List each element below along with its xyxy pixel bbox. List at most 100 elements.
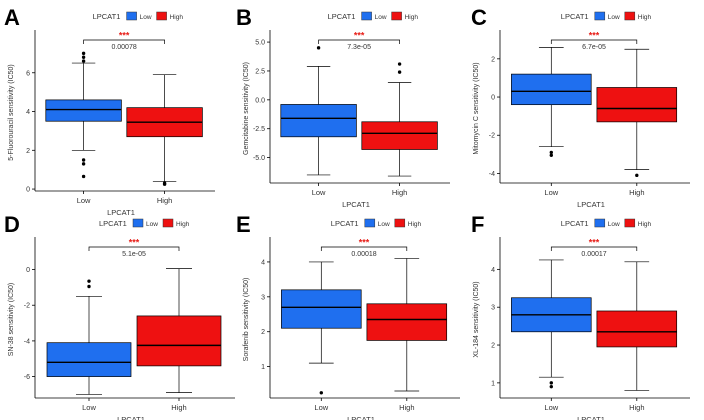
box-iqr <box>46 342 132 377</box>
legend-label-low: Low <box>140 14 152 21</box>
outlier-point <box>87 279 91 283</box>
y-tick-label: 2 <box>491 343 495 350</box>
outlier-point <box>635 173 639 178</box>
p-value: 6.7e-05 <box>582 44 606 51</box>
y-tick-label: 2 <box>491 56 495 63</box>
legend-label-high: High <box>170 14 184 21</box>
x-axis-label: LPCAT1 <box>347 415 375 420</box>
box-iqr <box>136 315 222 367</box>
outlier-point <box>162 182 167 186</box>
outlier-point <box>316 46 321 50</box>
box-high <box>366 258 448 392</box>
legend: LPCAT1 Low High <box>561 218 652 228</box>
legend-swatch-low <box>126 11 137 21</box>
panel-b: B LPCAT1 Low High -5.0 -2.5 0.0 2.5 5.0 Gemcitabi… <box>236 5 450 209</box>
outlier-point <box>397 70 402 74</box>
panel-label: F <box>471 212 484 237</box>
x-tick-label-low: Low <box>314 403 328 412</box>
legend-swatch-high <box>156 11 167 21</box>
legend-title: LPCAT1 <box>561 12 589 21</box>
outlier-point <box>549 384 553 389</box>
x-axis-label: LPCAT1 <box>342 200 370 209</box>
legend-label-high: High <box>176 221 190 228</box>
outlier-point <box>81 55 86 59</box>
outlier-point <box>81 59 86 63</box>
x-axis-label: LPCAT1 <box>577 415 605 420</box>
y-tick-label: -2.5 <box>253 126 265 133</box>
legend-label-high: High <box>638 221 652 228</box>
outlier-point <box>549 153 553 158</box>
legend-swatch-low <box>132 218 144 228</box>
box-iqr <box>596 87 678 123</box>
box-iqr <box>366 303 448 341</box>
significance-bracket <box>88 246 180 251</box>
legend: LPCAT1 Low High <box>99 218 190 228</box>
outlier-point <box>81 51 86 56</box>
legend: LPCAT1 Low High <box>331 218 422 228</box>
box-iqr <box>596 310 678 348</box>
outlier-point <box>81 162 86 166</box>
significance-stars: *** <box>589 238 600 248</box>
y-tick-label: -6 <box>24 374 30 381</box>
panel-label: D <box>4 212 20 237</box>
y-tick-label: -2 <box>24 303 30 310</box>
significance-bracket <box>318 39 400 44</box>
panel-d: D LPCAT1 Low High -6 -4 -2 0 SN-38 sensitivity (… <box>4 212 235 420</box>
legend-title: LPCAT1 <box>93 12 121 21</box>
x-axis-label: LPCAT1 <box>117 415 145 420</box>
y-tick-label: -2 <box>489 133 495 140</box>
outlier-point <box>319 391 323 395</box>
legend-label-low: Low <box>608 221 620 228</box>
box-high <box>361 62 438 177</box>
box-iqr <box>280 104 357 138</box>
y-tick-label: 2 <box>261 329 265 336</box>
box-low <box>46 279 132 395</box>
y-tick-label: 4 <box>26 109 30 116</box>
significance-bracket <box>550 39 638 44</box>
p-value: 0.00018 <box>351 251 376 258</box>
legend: LPCAT1 Low High <box>561 11 652 21</box>
legend-title: LPCAT1 <box>561 219 589 228</box>
box-iqr <box>281 289 362 329</box>
legend-swatch-high <box>624 11 636 21</box>
box-high <box>596 48 678 178</box>
box-low <box>280 46 357 176</box>
y-tick-label: 1 <box>261 364 265 371</box>
x-axis-label: LPCAT1 <box>577 200 605 209</box>
p-value: 0.00017 <box>581 251 606 258</box>
legend-swatch-low <box>594 11 606 21</box>
y-tick-label: 0 <box>26 187 30 194</box>
x-tick-label-high: High <box>629 403 644 412</box>
p-value: 0.00078 <box>111 44 136 51</box>
x-tick-label-high: High <box>629 188 644 197</box>
box-low <box>281 261 362 395</box>
significance-stars: *** <box>119 31 130 41</box>
legend-swatch-low <box>361 11 372 21</box>
x-tick-label-low: Low <box>544 188 558 197</box>
box-iqr <box>45 99 122 122</box>
panel-label: A <box>4 5 20 30</box>
x-tick-label-low: Low <box>82 403 96 412</box>
significance-bracket <box>550 246 638 251</box>
outlier-point <box>549 381 553 385</box>
outlier-point <box>81 158 86 162</box>
outlier-point <box>87 284 91 289</box>
panel-c: C LPCAT1 Low High -4 -2 0 2 Mitomycin C sensitiv… <box>471 5 690 209</box>
significance-stars: *** <box>354 31 365 41</box>
panel-label: C <box>471 5 487 30</box>
legend-swatch-high <box>391 11 402 21</box>
box-high <box>136 268 222 393</box>
y-tick-label: 2.5 <box>255 68 265 75</box>
legend-swatch-high <box>624 218 636 228</box>
y-axis-label: XL-184 sensitivity (IC50) <box>473 281 480 357</box>
y-tick-label: 0 <box>26 267 30 274</box>
legend-label-low: Low <box>608 14 620 21</box>
x-tick-label-high: High <box>171 403 186 412</box>
y-tick-label: -4 <box>24 338 30 345</box>
y-axis-label: Mitomycin C sensitivity (IC50) <box>473 62 480 154</box>
x-tick-label-low: Low <box>77 196 91 205</box>
legend-title: LPCAT1 <box>99 219 127 228</box>
significance-bracket <box>83 39 165 44</box>
box-iqr <box>361 121 438 150</box>
outlier-point <box>549 150 553 155</box>
